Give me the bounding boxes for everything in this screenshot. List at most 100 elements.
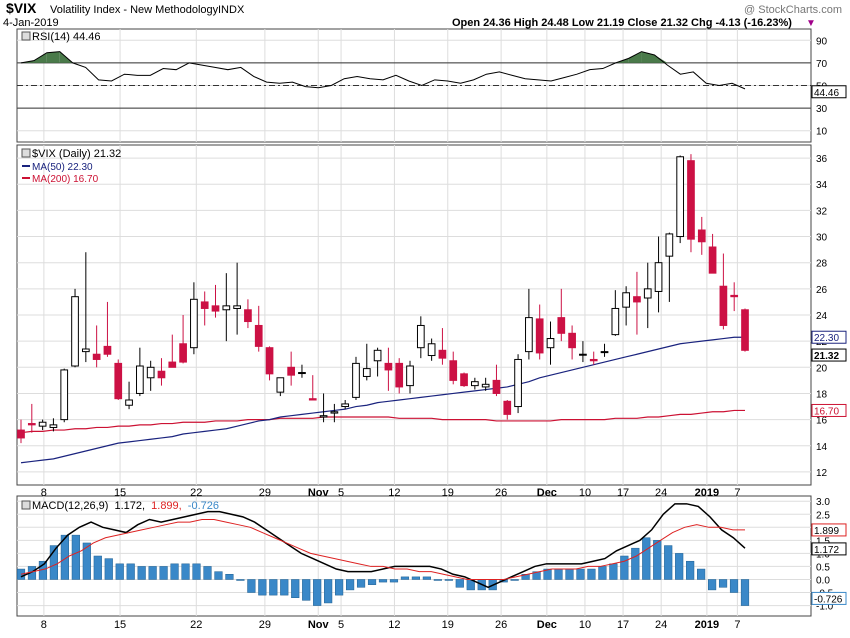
macd-histogram-bar	[170, 563, 179, 580]
price-x-tick-label: 29	[259, 487, 271, 499]
macd-histogram-bar	[433, 579, 442, 581]
ma200-line	[20, 409, 745, 434]
macd-legend: MACD(12,26,9) 1.172, 1.899, -0.726	[21, 500, 219, 512]
candle-body	[438, 349, 447, 359]
candle-body	[136, 365, 144, 394]
macd-histogram-bar	[378, 579, 388, 583]
rsi-current-label: 44.46	[814, 88, 839, 99]
candle-body	[319, 415, 328, 418]
macd-histogram-bar	[708, 579, 717, 591]
candle-body	[643, 288, 652, 299]
candle-body	[395, 362, 404, 388]
candle-body	[481, 383, 490, 388]
candle-body	[416, 324, 425, 349]
candle-body	[200, 301, 209, 309]
candle-body	[525, 317, 533, 353]
price-y-tick-label: 20	[816, 363, 828, 374]
macd-legend-text: MACD(12,26,9) 1.172, 1.899, -0.726	[32, 500, 219, 512]
price-current-box	[811, 403, 847, 417]
candle-body	[38, 421, 47, 427]
macd-legend-value: 1.172,	[114, 500, 145, 512]
macd-current-label: 1.899	[814, 526, 839, 537]
candle-body	[157, 370, 166, 379]
candle-body	[352, 362, 360, 398]
macd-histogram-bar	[686, 560, 695, 580]
price-x-tick-label: 15	[114, 487, 126, 499]
candle-body	[503, 400, 512, 415]
candle-body	[287, 366, 295, 376]
macd-histogram-bar	[455, 579, 464, 588]
price-legend-label: $VIX (Daily) 21.32	[32, 148, 121, 160]
candle-body	[71, 296, 79, 367]
macd-current-label: 1.172	[814, 545, 839, 556]
macd-histogram-bar	[718, 579, 728, 588]
macd-x-tick-label: 15	[114, 619, 126, 631]
macd-histogram-bar	[159, 566, 168, 580]
candle-body	[568, 332, 576, 349]
price-x-tick-label: 2019	[695, 487, 719, 499]
price-legend: $VIX (Daily) 21.32 MA(50) 22.30 MA(200) …	[21, 148, 121, 185]
price-current-box	[811, 348, 847, 362]
macd-histogram-bar	[49, 545, 58, 580]
rsi-y-tick-label: 90	[816, 36, 828, 47]
macd-histogram-bar	[82, 542, 91, 580]
ma50-legend-label: MA(50) 22.30	[32, 162, 93, 173]
candle-body	[179, 343, 187, 363]
macd-y-tick-label: 0.0	[816, 575, 830, 586]
signal-line	[20, 518, 745, 580]
date-label: 4-Jan-2019	[3, 17, 59, 29]
macd-histogram-bar	[400, 576, 410, 580]
price-y-tick-label: 12	[816, 468, 828, 479]
price-y-tick-label: 34	[816, 180, 828, 191]
axis-layer: 8 15 22 29 Nov 5 12 19 26 Dec 10 17 24 2019 78 15 22 29 No…	[41, 36, 847, 631]
candle-body	[492, 379, 501, 394]
macd-x-tick-label: 29	[259, 619, 271, 631]
macd-histogram-bar	[367, 579, 377, 585]
price-layer	[17, 154, 749, 464]
macd-histogram-bar	[148, 566, 157, 580]
candle-body	[611, 307, 620, 336]
rsi-line	[20, 51, 746, 90]
macd-y-tick-label: 3.0	[816, 497, 830, 508]
candle-body	[211, 305, 220, 312]
candle-body	[60, 369, 69, 421]
macd-layer	[16, 503, 750, 606]
grid-layer	[17, 29, 811, 616]
price-x-tick-label: 5	[338, 487, 344, 499]
candle-body	[254, 324, 263, 347]
rsi-overbought-fill	[654, 54, 668, 63]
macd-histogram-bar	[214, 571, 223, 580]
macd-histogram-bar	[609, 563, 618, 580]
candle-body	[460, 373, 468, 387]
candle-body	[676, 156, 685, 238]
macd-histogram-bar	[587, 568, 596, 580]
candle-body	[697, 229, 706, 243]
ma50-line	[20, 336, 745, 464]
candle-body	[341, 403, 350, 408]
macd-histogram-bar	[598, 566, 607, 580]
signal-legend-value: 1.899,	[151, 500, 182, 512]
rsi-layer	[17, 51, 811, 109]
candle-body	[535, 318, 544, 354]
macd-x-tick-label: 26	[495, 619, 507, 631]
candle-body	[557, 317, 566, 334]
macd-x-tick-label: 22	[190, 619, 202, 631]
macd-histogram-bar	[192, 563, 201, 580]
candle-body	[708, 246, 717, 274]
macd-current-box	[811, 591, 847, 605]
price-current-label: 16.70	[814, 406, 839, 417]
macd-histogram-bar	[422, 576, 431, 580]
candle-body	[633, 296, 641, 303]
candle-body	[222, 305, 231, 311]
macd-y-tick-label: -1.0	[816, 602, 834, 613]
macd-x-tick-label: 17	[617, 619, 629, 631]
candle-body	[276, 377, 285, 393]
macd-histogram-bar	[60, 534, 69, 580]
macd-histogram-bar	[664, 545, 673, 580]
candle-body	[27, 423, 36, 426]
price-x-tick-label: 19	[442, 487, 454, 499]
macd-histogram-bar	[346, 579, 355, 591]
candle-body	[730, 294, 739, 298]
candle-body	[406, 365, 414, 387]
macd-histogram-bar	[93, 555, 102, 580]
